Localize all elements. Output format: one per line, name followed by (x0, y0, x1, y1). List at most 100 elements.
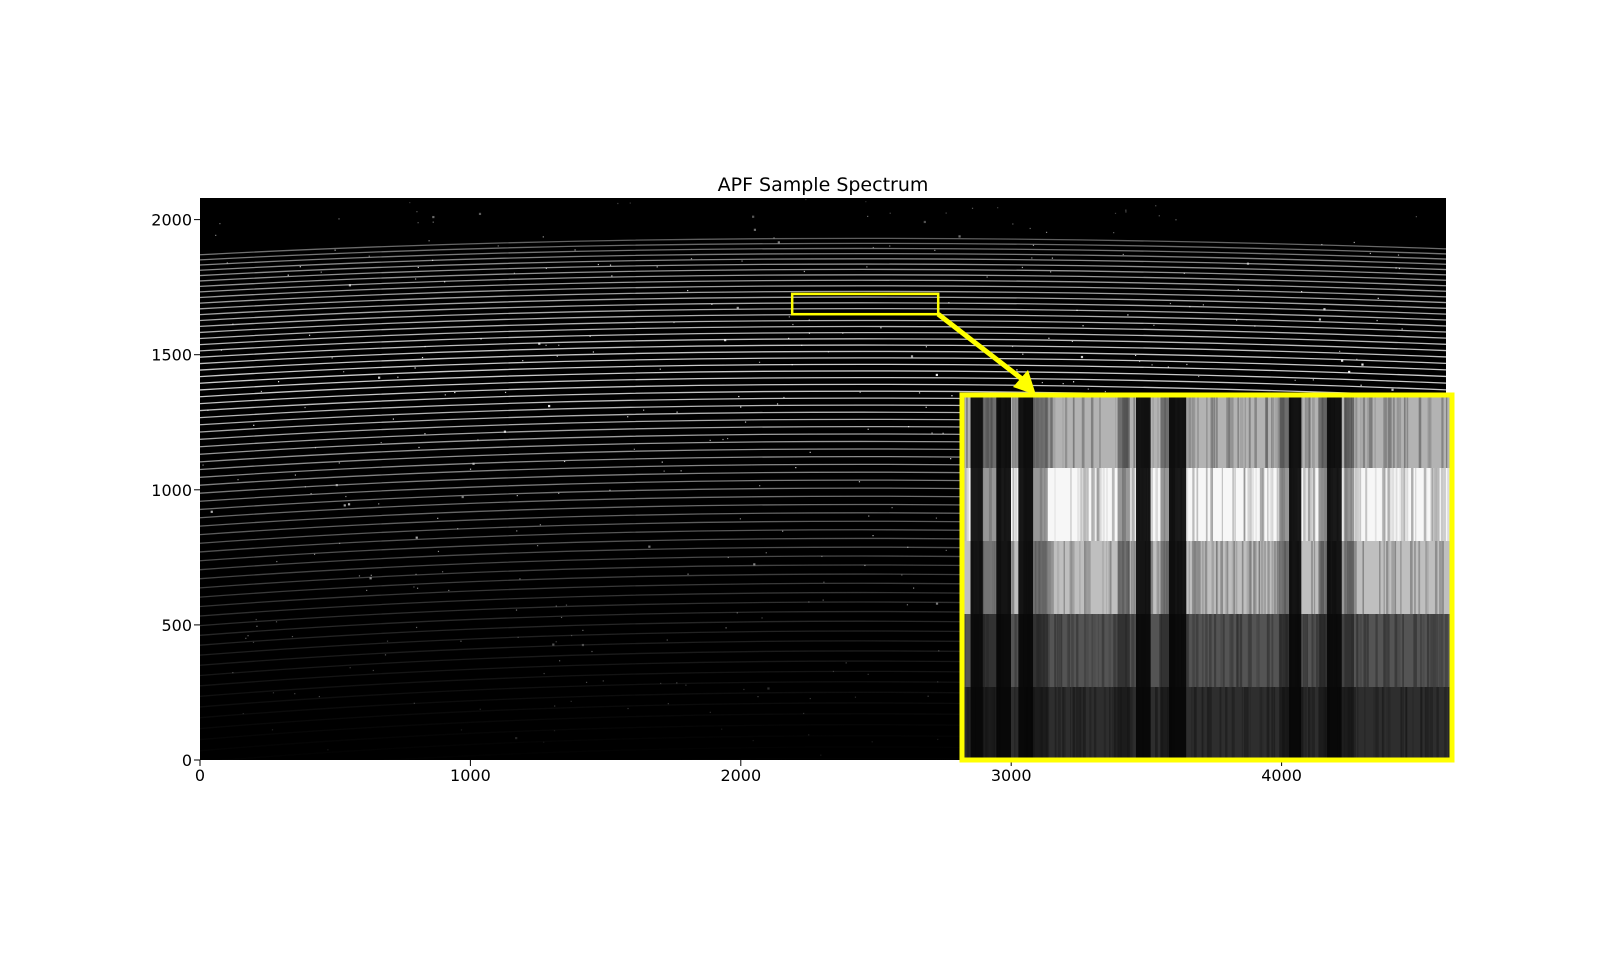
inset-texture-line (1387, 468, 1391, 541)
inset-texture-line (1360, 614, 1363, 687)
inset-texture-line (1211, 541, 1215, 614)
inset-texture-line (1072, 395, 1075, 468)
inset-texture-line (1246, 541, 1250, 614)
inset-texture-line (1425, 541, 1427, 614)
inset-texture-line (1097, 614, 1100, 687)
inset-texture-line (1382, 687, 1385, 760)
inset-texture-line (1436, 687, 1439, 760)
inset-texture-line (1101, 541, 1105, 614)
inset-texture-line (1102, 468, 1105, 541)
inset-texture-line (1249, 687, 1251, 760)
inset-texture-line (1357, 687, 1359, 760)
inset-texture-line (1264, 541, 1266, 614)
inset-texture-line (1151, 468, 1153, 541)
inset-texture-line (1359, 614, 1362, 687)
inset-texture-line (1201, 687, 1204, 760)
inset-texture-line (1414, 541, 1416, 614)
inset-texture-line (1096, 468, 1100, 541)
inset-texture-line (1185, 468, 1189, 541)
inset-texture-line (1247, 468, 1249, 541)
inset-texture-line (1438, 614, 1442, 687)
inset-texture-line (1215, 395, 1218, 468)
inset-texture-line (1060, 614, 1063, 687)
inset-texture-line (1087, 468, 1089, 541)
inset-texture-line (1106, 468, 1108, 541)
inset-texture-line (1426, 468, 1428, 541)
inset-texture-line (1087, 541, 1091, 614)
inset-texture-line (1418, 395, 1422, 468)
inset-texture-line (1226, 395, 1230, 468)
inset-soft-line (1279, 468, 1292, 541)
inset-texture-line (1356, 468, 1360, 541)
inset-texture-line (1206, 395, 1208, 468)
inset-texture-line (1430, 687, 1434, 760)
inset-frame (959, 392, 1455, 763)
inset-texture-line (1433, 468, 1436, 541)
inset-texture-line (1303, 687, 1306, 760)
inset-texture-line (1441, 468, 1443, 541)
inset-texture-line (1155, 687, 1158, 760)
inset-texture-line (1236, 614, 1239, 687)
inset-texture-line (1235, 541, 1238, 614)
inset-texture-line (1076, 614, 1079, 687)
inset-texture-line (1354, 468, 1358, 541)
inset-texture-line (1399, 395, 1402, 468)
inset-texture-line (1317, 395, 1320, 468)
inset-texture-line (1305, 395, 1309, 468)
inset-texture-line (1307, 468, 1310, 541)
inset-texture-line (1402, 614, 1405, 687)
inset-texture-line (1131, 541, 1133, 614)
inset-texture-line (1409, 541, 1413, 614)
inset-texture-line (1057, 687, 1060, 760)
inset-texture-line (1081, 468, 1085, 541)
inset-texture-line (1309, 687, 1313, 760)
inset-texture-line (1211, 468, 1214, 541)
inset-texture-line (1051, 395, 1053, 468)
inset-texture-line (1075, 687, 1079, 760)
inset-texture-line (1266, 614, 1270, 687)
inset-texture-line (1070, 468, 1072, 541)
inset-texture-line (1079, 541, 1081, 614)
inset-texture-line (1193, 395, 1196, 468)
inset-texture-line (1247, 468, 1251, 541)
inset-absorption-line (1327, 395, 1342, 760)
inset-texture-line (1356, 614, 1359, 687)
inset-texture-line (1341, 541, 1345, 614)
inset-texture-line (1083, 614, 1087, 687)
y-tick-label: 1500 (151, 346, 192, 365)
inset-texture-line (1111, 468, 1115, 541)
inset-texture-line (1011, 541, 1015, 614)
inset-texture-line (1066, 614, 1070, 687)
inset-texture-line (1131, 468, 1133, 541)
inset-texture-line (1063, 541, 1065, 614)
inset-texture-line (1305, 468, 1309, 541)
inset-texture-line (1243, 687, 1247, 760)
inset-texture-line (1254, 395, 1257, 468)
inset-texture-line (1305, 687, 1307, 760)
inset-texture-line (1384, 395, 1388, 468)
inset-texture-line (1241, 687, 1243, 760)
inset-texture-line (1271, 614, 1274, 687)
inset-texture-line (1091, 395, 1094, 468)
inset-texture-line (1383, 541, 1385, 614)
inset-soft-line (981, 541, 1002, 614)
inset-texture-line (1150, 541, 1154, 614)
inset-texture-line (1047, 687, 1050, 760)
inset-soft-line (1279, 614, 1292, 687)
inset-texture-line (1312, 687, 1315, 760)
y-tick-label: 1000 (151, 481, 192, 500)
inset-texture-line (1205, 468, 1208, 541)
inset-texture-line (1152, 395, 1154, 468)
inset-texture-line (1133, 395, 1135, 468)
inset-texture-line (1445, 395, 1448, 468)
inset-texture-line (1312, 395, 1315, 468)
inset-texture-line (1212, 395, 1214, 468)
inset-texture-line (1368, 395, 1372, 468)
inset-texture-line (1082, 687, 1086, 760)
inset-texture-line (1188, 541, 1190, 614)
inset-texture-line (1432, 614, 1436, 687)
inset-texture-line (1359, 468, 1362, 541)
inset-texture-line (1016, 687, 1018, 760)
inset-texture-line (1444, 468, 1446, 541)
